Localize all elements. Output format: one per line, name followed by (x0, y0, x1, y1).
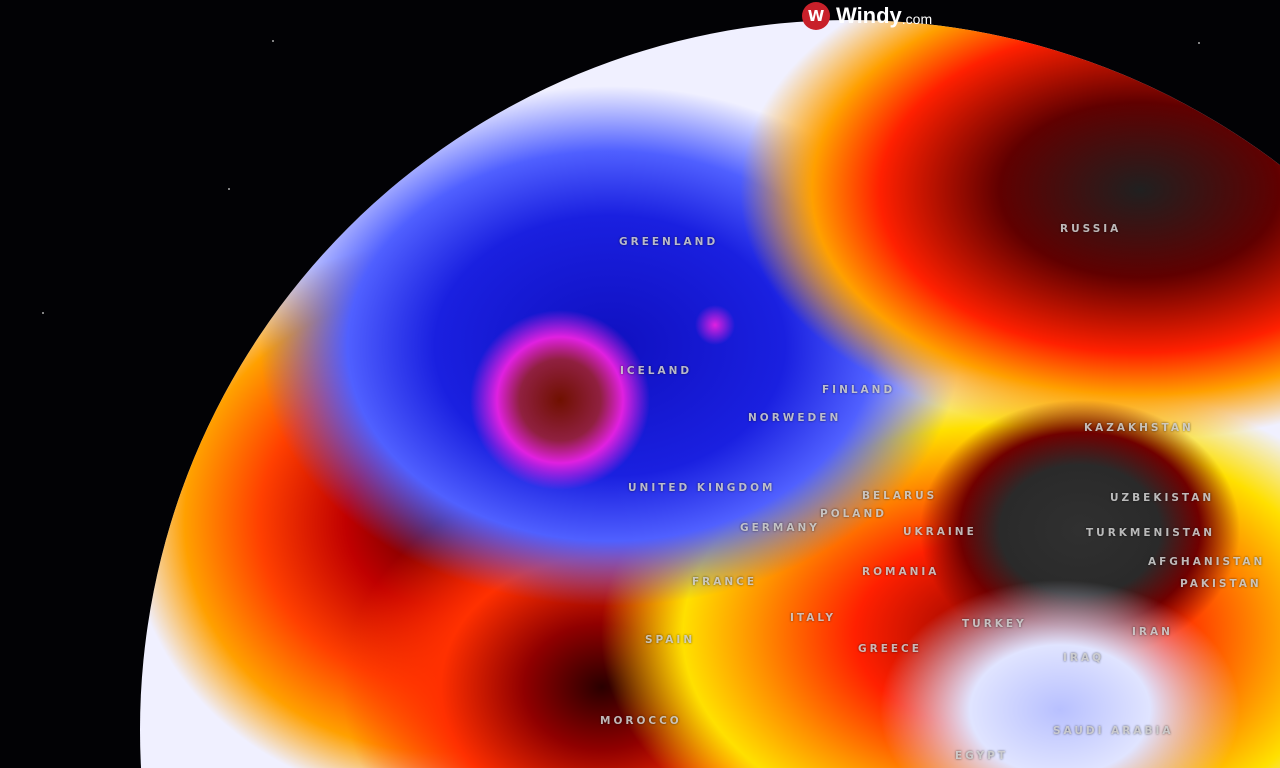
windy-logo[interactable]: W Windy .com (802, 2, 932, 30)
label-italy: ITALY (790, 612, 837, 624)
label-iceland: ICELAND (620, 365, 693, 377)
star (272, 40, 274, 42)
label-romania: ROMANIA (862, 566, 940, 578)
label-ukraine: UKRAINE (903, 526, 977, 538)
label-norway-sweden: NORWEDEN (748, 412, 842, 424)
label-afghanistan: AFGHANISTAN (1148, 556, 1266, 568)
label-finland: FINLAND (822, 384, 896, 396)
label-uzbekistan: UZBEKISTAN (1110, 492, 1215, 504)
label-spain: SPAIN (645, 634, 696, 646)
brand-domain: .com (901, 11, 933, 27)
brand-name: Windy (836, 3, 902, 28)
label-united-kingdom: UNITED KINGDOM (628, 482, 776, 494)
label-iraq: IRAQ (1063, 652, 1105, 664)
label-pakistan: PAKISTAN (1180, 578, 1262, 590)
star (42, 312, 44, 314)
windy-logo-icon: W (802, 2, 830, 30)
label-kazakhstan: KAZAKHSTAN (1084, 422, 1194, 434)
label-morocco: MOROCCO (600, 715, 682, 727)
label-turkey: TURKEY (962, 618, 1027, 630)
label-belarus: BELARUS (862, 490, 938, 502)
label-france: FRANCE (692, 576, 758, 588)
label-poland: POLAND (820, 508, 887, 520)
label-greenland: GREENLAND (619, 236, 719, 248)
star (228, 188, 230, 190)
label-turkmenistan: TURKMENISTAN (1086, 527, 1216, 539)
label-germany: GERMANY (740, 522, 820, 534)
label-greece: GREECE (858, 643, 922, 655)
label-iran: IRAN (1132, 626, 1173, 638)
label-russia: RUSSIA (1060, 223, 1122, 235)
star (1198, 42, 1200, 44)
label-saudi-arabia: SAUDI ARABIA (1053, 725, 1174, 737)
label-egypt: EGYPT (955, 750, 1009, 762)
